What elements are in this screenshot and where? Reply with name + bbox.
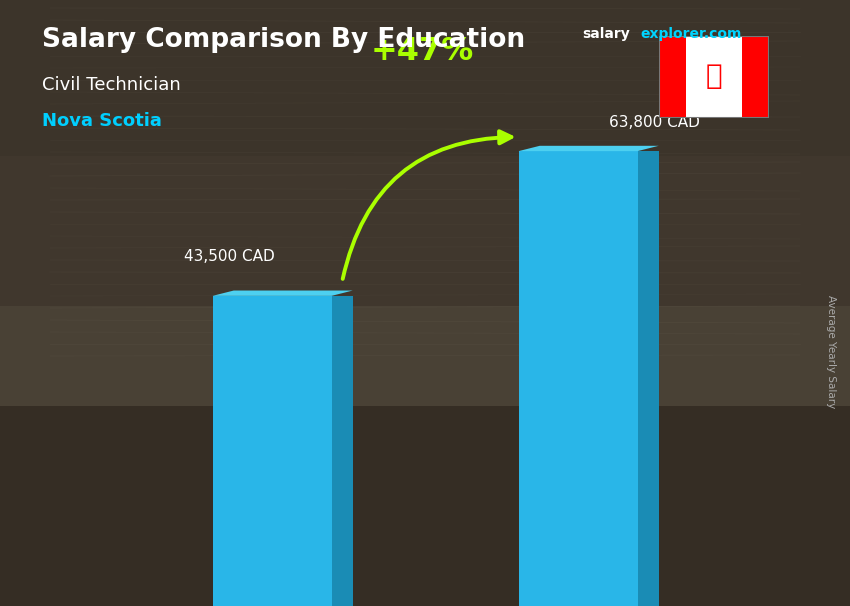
Text: Civil Technician: Civil Technician	[42, 76, 181, 94]
Text: Nova Scotia: Nova Scotia	[42, 112, 162, 130]
Bar	[659, 36, 686, 118]
Text: 43,500 CAD: 43,500 CAD	[184, 249, 275, 264]
Bar	[0, 156, 850, 406]
Text: +47%: +47%	[371, 36, 473, 67]
Text: Average Yearly Salary: Average Yearly Salary	[826, 295, 836, 408]
Polygon shape	[518, 146, 659, 151]
Text: salary: salary	[582, 27, 630, 41]
Bar	[686, 36, 741, 118]
Bar	[212, 296, 332, 606]
Bar	[518, 151, 638, 606]
Bar	[0, 406, 850, 606]
Polygon shape	[638, 151, 659, 606]
Text: 63,800 CAD: 63,800 CAD	[609, 115, 700, 130]
Text: explorer.com: explorer.com	[640, 27, 741, 41]
Text: 🍁: 🍁	[706, 62, 722, 90]
Bar	[0, 0, 850, 306]
Bar	[741, 36, 769, 118]
Polygon shape	[212, 290, 353, 296]
Text: Salary Comparison By Education: Salary Comparison By Education	[42, 27, 525, 53]
Polygon shape	[332, 296, 353, 606]
